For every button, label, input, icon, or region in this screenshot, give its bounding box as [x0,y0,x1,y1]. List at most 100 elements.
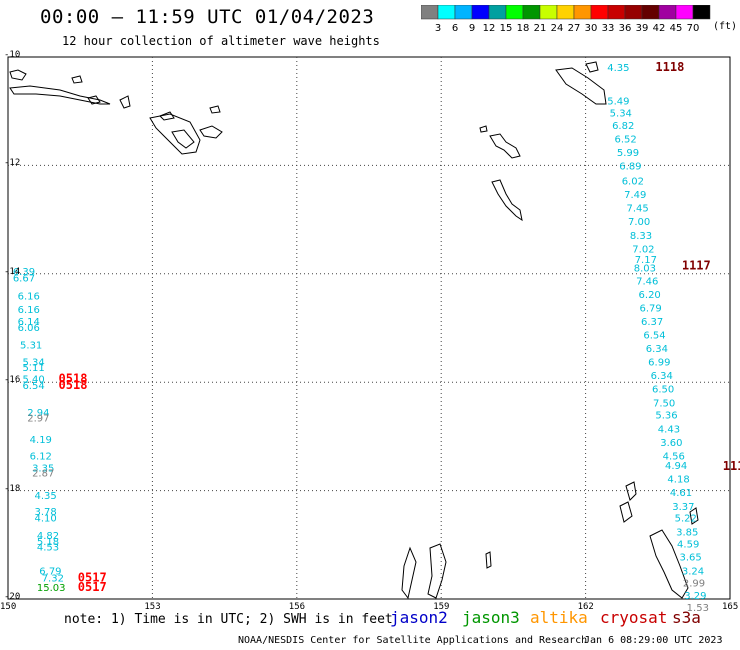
wave-height-value: 2.87 [32,469,54,480]
longitude-label: 159 [433,602,450,612]
coastline-island [585,61,599,73]
wave-height-value: 5.49 [607,96,629,107]
colorbar-tick-label: 27 [568,23,581,34]
coastline-island [491,179,523,222]
pass-time-label: 0517 [78,580,107,594]
longitude-label: 165 [722,602,739,612]
longitude-label: 150 [0,602,17,612]
wave-height-value: 15.03 [37,583,66,594]
coastline-island [9,85,111,105]
wave-height-value: 3.37 [672,502,694,513]
wave-height-value: 6.39 [13,267,35,278]
wave-height-value: 6.20 [639,290,661,301]
wave-height-value: 5.34 [22,358,44,369]
colorbar-tick-label: 9 [469,23,475,34]
colorbar-swatch [692,5,711,20]
wave-height-value: 7.17 [635,255,657,266]
wave-height-value: 7.00 [628,217,650,228]
coastline-island [625,481,637,501]
pass-time-label: 0518 [59,371,88,385]
wave-height-value: 6.54 [22,381,44,392]
track-jason3: 6.396.676.166.166.146.065.315.345.115.40… [13,267,107,594]
footer-note: note: 1) Time is in UTC; 2) SWH is in fe… [64,612,393,627]
gridlines [8,57,730,599]
wave-height-value: 6.52 [614,134,636,145]
wave-height-value: 2.97 [27,413,49,424]
wave-height-value: 8.33 [630,231,652,242]
pass-time-label: 1118 [655,60,684,74]
wave-height-value: 6.89 [619,161,641,172]
wave-height-value: 7.49 [624,190,646,201]
wave-height-value: 3.29 [684,591,706,602]
wave-height-value: 3.65 [679,553,701,564]
longitude-label: 162 [577,602,594,612]
latitude-label: -20 [4,592,21,602]
wave-height-value: 4.35 [34,491,56,502]
legend-cryosat: cryosat [600,608,668,627]
wave-height-value: 5.99 [617,148,639,159]
coastline-island [71,75,83,84]
coastline-island [9,69,27,81]
wave-height-value: 3.78 [34,507,56,518]
wave-height-value: 3.24 [682,566,704,577]
pass-time-label: 1116 [723,459,740,473]
wave-height-value: 6.99 [648,358,670,369]
colorbar-tick-label: 3 [435,23,441,34]
pass-time-label: 0518 [59,378,88,392]
map-title: 00:00 – 11:59 UTC 01/04/2023 [40,6,375,28]
latitude-label: -16 [4,375,21,386]
wave-height-value: 6.02 [622,177,644,188]
wave-height-value: 8.03 [634,263,656,274]
latitude-label: -12 [4,158,21,169]
wave-height-value: 6.16 [18,291,40,302]
colorbar-units: (ft) [713,21,738,32]
colorbar-tick-label: 33 [602,23,615,34]
wave-height-value: 6.34 [646,344,668,355]
wave-height-value: 6.16 [18,305,40,316]
coastline-island [485,551,492,569]
colorbar-tick-label: 42 [653,23,666,34]
wave-height-value: 4.61 [670,488,692,499]
coastline-island [87,95,101,105]
coastline-island [149,113,201,155]
colorbar-tick-label: 18 [517,23,530,34]
wave-height-value: 6.14 [18,317,40,328]
wave-height-value: 4.82 [37,531,59,542]
wave-height-value: 6.06 [18,323,40,334]
wave-height-value: 6.37 [641,317,663,328]
legend-altika: altika [530,608,588,627]
colorbar-tick-label: 45 [670,23,683,34]
coastline-island [209,105,221,114]
wave-height-value: 4.35 [607,63,629,74]
colorbar-tick-label: 6 [452,23,458,34]
coastline-island [649,529,689,599]
wave-height-value: 4.56 [663,451,685,462]
colorbar-tick-label: 70 [687,23,700,34]
colorbar-tick-label: 21 [534,23,547,34]
coastline-island [119,95,131,109]
coastlines [9,61,699,600]
wave-height-value: 6.50 [652,385,674,396]
wave-height-value: 7.50 [653,398,675,409]
wave-height-value: 5.11 [22,363,44,374]
altimeter-tracks: 4.355.495.346.826.525.996.896.027.497.45… [13,60,740,614]
footer-timestamp: Jan 6 08:29:00 UTC 2023 [584,635,723,646]
wave-height-value: 4.43 [658,424,680,435]
wave-height-value: 6.79 [640,303,662,314]
colorbar-tick-label: 12 [483,23,496,34]
colorbar-tick-label: 39 [636,23,649,34]
wave-height-value: 4.53 [37,542,59,553]
wave-height-value: 5.34 [610,108,632,119]
map-subtitle: 12 hour collection of altimeter wave hei… [62,34,380,48]
wave-height-value: 5.31 [20,340,42,351]
longitude-label: 156 [288,602,306,612]
wave-height-value: 6.67 [13,274,35,285]
coastline-island [159,111,175,121]
coastline-island [489,133,521,159]
wave-height-value: 3.85 [676,527,698,538]
latitude-label: -18 [4,483,21,494]
colorbar-tick-label: 36 [619,23,632,34]
wave-height-value: 4.10 [34,514,56,525]
wave-height-value: 3.35 [32,463,54,474]
wave-height-value: 7.02 [632,244,654,255]
